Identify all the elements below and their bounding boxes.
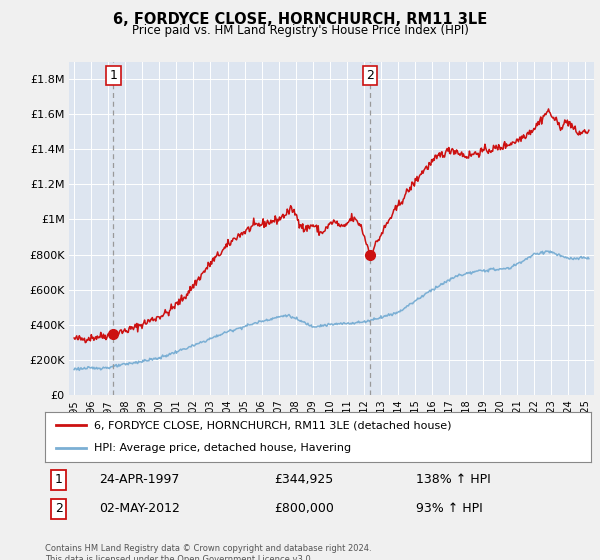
Text: 2: 2 xyxy=(366,69,374,82)
Text: Price paid vs. HM Land Registry's House Price Index (HPI): Price paid vs. HM Land Registry's House … xyxy=(131,24,469,36)
Text: HPI: Average price, detached house, Havering: HPI: Average price, detached house, Have… xyxy=(94,444,351,454)
Text: Contains HM Land Registry data © Crown copyright and database right 2024.
This d: Contains HM Land Registry data © Crown c… xyxy=(45,544,371,560)
Text: 24-APR-1997: 24-APR-1997 xyxy=(100,473,180,487)
Text: 2: 2 xyxy=(55,502,62,515)
Text: 138% ↑ HPI: 138% ↑ HPI xyxy=(416,473,491,487)
Text: 6, FORDYCE CLOSE, HORNCHURCH, RM11 3LE: 6, FORDYCE CLOSE, HORNCHURCH, RM11 3LE xyxy=(113,12,487,27)
Text: 1: 1 xyxy=(110,69,118,82)
Text: £344,925: £344,925 xyxy=(274,473,334,487)
Text: £800,000: £800,000 xyxy=(274,502,334,515)
Text: 1: 1 xyxy=(55,473,62,487)
Text: 93% ↑ HPI: 93% ↑ HPI xyxy=(416,502,483,515)
Text: 6, FORDYCE CLOSE, HORNCHURCH, RM11 3LE (detached house): 6, FORDYCE CLOSE, HORNCHURCH, RM11 3LE (… xyxy=(94,420,452,430)
Text: 02-MAY-2012: 02-MAY-2012 xyxy=(100,502,181,515)
